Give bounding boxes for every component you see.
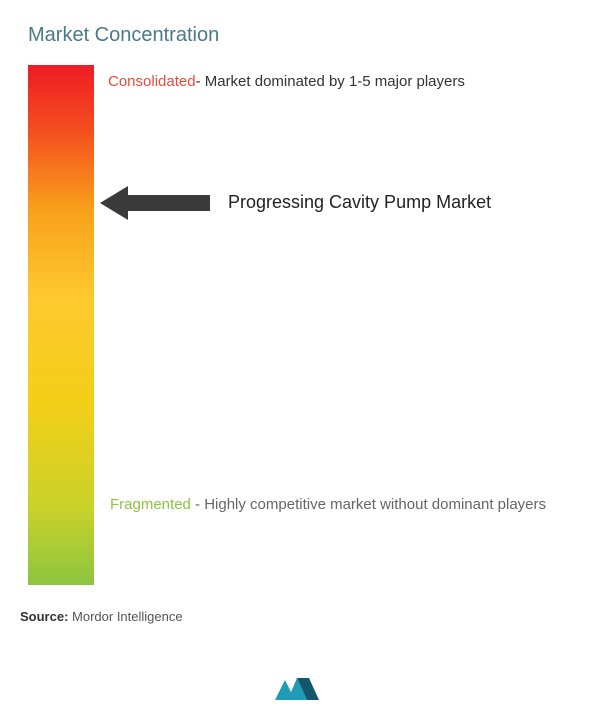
fragmented-highlight: Fragmented bbox=[110, 496, 191, 513]
market-name-label: Progressing Cavity Pump Market bbox=[228, 192, 491, 213]
source-label: Source: bbox=[20, 609, 68, 624]
consolidated-rest: - Market dominated by 1-5 major players bbox=[196, 73, 465, 90]
consolidated-highlight: Consolidated bbox=[108, 73, 196, 90]
page-title: Market Concentration bbox=[28, 24, 574, 47]
arrow-left-icon bbox=[100, 183, 210, 223]
consolidated-label: Consolidated- Market dominated by 1-5 ma… bbox=[108, 71, 465, 92]
fragmented-label: Fragmented - Highly competitive market w… bbox=[110, 491, 546, 518]
brand-logo-icon bbox=[273, 674, 321, 704]
source-value: Mordor Intelligence bbox=[72, 609, 183, 624]
fragmented-rest: - Highly competitive market without domi… bbox=[191, 496, 546, 513]
concentration-chart: Consolidated- Market dominated by 1-5 ma… bbox=[20, 65, 574, 585]
gradient-scale-bar bbox=[28, 65, 94, 585]
market-position-indicator: Progressing Cavity Pump Market bbox=[100, 183, 491, 223]
source-attribution: Source: Mordor Intelligence bbox=[20, 609, 574, 624]
